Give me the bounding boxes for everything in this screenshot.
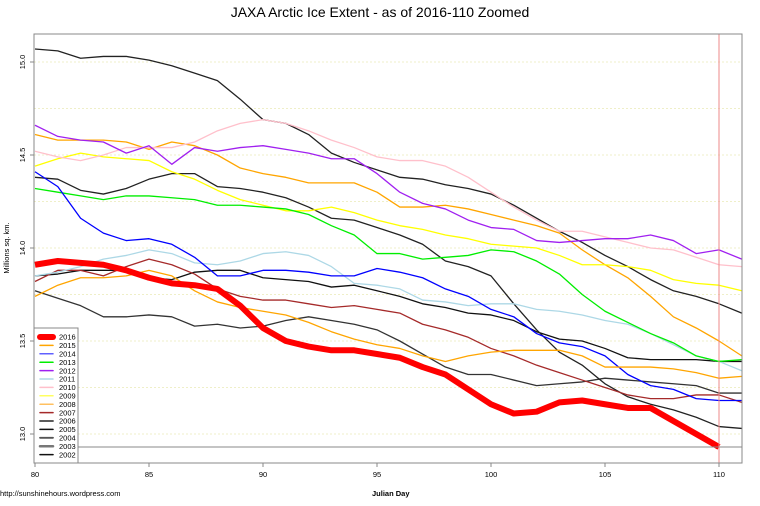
series-line-2013	[34, 187, 742, 363]
x-tick-label: 100	[485, 470, 498, 479]
y-tick-label: 13.5	[18, 334, 27, 349]
x-tick-label: 85	[145, 470, 153, 479]
series-line-2007	[34, 258, 743, 403]
y-tick-label: 15.0	[18, 55, 27, 70]
current-markers	[34, 34, 742, 463]
chart-title: JAXA Arctic Ice Extent - as of 2016-110 …	[231, 4, 530, 20]
gridlines	[34, 61, 742, 435]
legend-label: 2012	[59, 366, 76, 375]
legend-label: 2011	[59, 375, 75, 384]
legend-label: 2014	[59, 350, 76, 359]
series-lines	[34, 48, 743, 450]
series-line-2014	[34, 171, 742, 402]
series-line-2006	[34, 172, 742, 430]
legend-label: 2013	[59, 358, 76, 367]
legend-label: 2006	[59, 417, 76, 426]
series-line-2003	[34, 48, 743, 314]
legend-label: 2016	[59, 333, 76, 342]
legend-label: 2008	[59, 400, 76, 409]
x-tick-label: 80	[31, 470, 39, 479]
series-line-2015	[34, 269, 742, 379]
y-tick-label: 14.0	[18, 241, 27, 256]
legend-label: 2007	[59, 408, 76, 417]
legend: 2016201520142013201220112010200920082007…	[33, 327, 79, 464]
legend-label: 2015	[59, 341, 76, 350]
legend-label: 2005	[59, 425, 76, 434]
series-line-2008	[34, 133, 743, 357]
series-line-2009	[34, 152, 742, 292]
y-tick-label: 14.5	[18, 148, 27, 163]
series-line-2010	[34, 119, 742, 268]
x-axis-label: Julian Day	[372, 489, 410, 498]
series-line-2011	[34, 249, 743, 372]
y-tick-label: 13.0	[18, 427, 27, 442]
legend-label: 2002	[59, 450, 76, 459]
legend-label: 2004	[59, 434, 76, 443]
x-axis: 80 85 90 95 100 105 110	[31, 463, 725, 479]
legend-label: 2003	[59, 442, 76, 451]
x-tick-label: 110	[713, 470, 725, 479]
y-axis: 13.0 13.5 14.0 14.5 15.0	[18, 55, 34, 442]
series-line-2004	[34, 290, 742, 394]
legend-label: 2010	[59, 383, 76, 392]
legend-label: 2009	[59, 392, 76, 401]
series-line-2012	[34, 124, 743, 260]
x-tick-label: 95	[373, 470, 381, 479]
source-url: http://sunshinehours.wordpress.com	[0, 489, 120, 498]
series-line-2016	[34, 258, 721, 450]
x-tick-label: 105	[599, 470, 612, 479]
x-tick-label: 90	[259, 470, 267, 479]
y-axis-label: Millions sq. km.	[2, 222, 11, 273]
